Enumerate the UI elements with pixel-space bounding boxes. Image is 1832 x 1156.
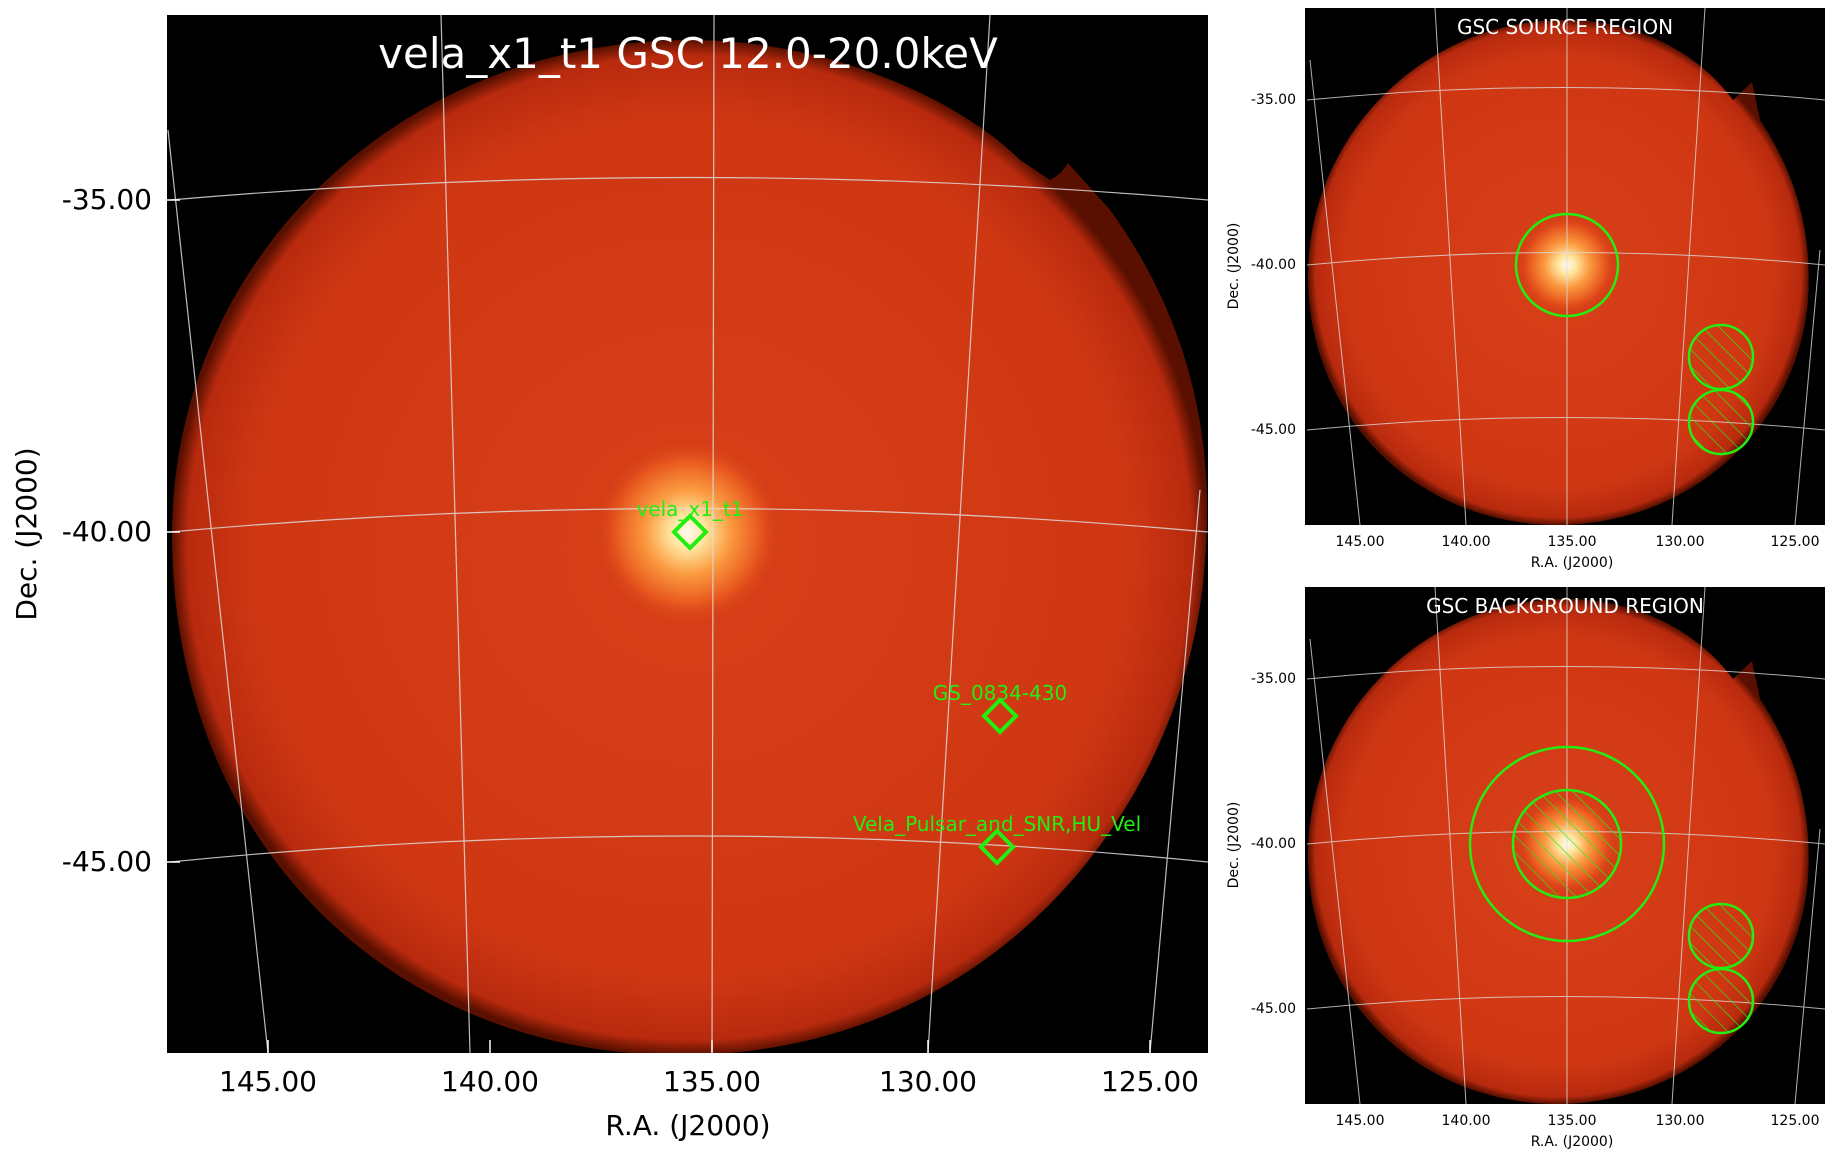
background-y-tick-0: -35.00	[1251, 671, 1296, 687]
excluded-region-2	[1687, 388, 1755, 456]
main-axis-ticks	[167, 199, 1151, 1053]
background-x-tick-labels: 145.00 140.00 135.00 130.00 125.00	[1336, 1113, 1820, 1129]
background-y-tick-1: -40.00	[1251, 836, 1296, 852]
background-sky-image	[1306, 587, 1825, 1104]
background-x-tick-1: 140.00	[1442, 1113, 1491, 1129]
source-panel-title: GSC SOURCE REGION	[1457, 15, 1673, 39]
background-excluded-region-1	[1687, 902, 1755, 970]
marker-vela-pulsar	[978, 828, 1016, 866]
main-grid	[167, 15, 1208, 1053]
main-y-tick-2: -45.00	[62, 845, 152, 878]
source-y-tick-2: -45.00	[1251, 422, 1296, 438]
source-y-axis-label: Dec. (J2000)	[1226, 223, 1242, 310]
excluded-region-1	[1687, 323, 1755, 391]
main-x-axis-label: R.A. (J2000)	[605, 1109, 770, 1142]
background-x-tick-4: 125.00	[1771, 1113, 1820, 1129]
main-sky-image: vela_x1_t1 GS_0834-430 Vela_Pulsar_and_S…	[167, 15, 1208, 1053]
main-x-tick-4: 125.00	[1101, 1065, 1199, 1098]
main-x-tick-3: 130.00	[879, 1065, 977, 1098]
background-x-axis-label: R.A. (J2000)	[1531, 1134, 1614, 1150]
source-x-tick-labels: 145.00 140.00 135.00 130.00 125.00	[1336, 534, 1820, 550]
background-x-tick-2: 135.00	[1548, 1113, 1597, 1129]
source-label-0: vela_x1_t1	[636, 497, 743, 521]
main-panel: vela_x1_t1 GS_0834-430 Vela_Pulsar_and_S…	[10, 15, 1208, 1142]
source-panel: GSC SOURCE REGION 145.00 140.00 135.00 1…	[1226, 8, 1825, 571]
main-y-tick-labels: -35.00 -40.00 -45.00	[62, 183, 152, 878]
main-x-tick-0: 145.00	[219, 1065, 317, 1098]
bright-source-glow	[593, 437, 783, 627]
source-markers	[671, 513, 1019, 866]
main-y-axis-label: Dec. (J2000)	[10, 447, 43, 620]
source-label-2: Vela_Pulsar_and_SNR,HU_Vel	[853, 812, 1141, 836]
background-x-tick-0: 145.00	[1336, 1113, 1385, 1129]
main-x-tick-1: 140.00	[441, 1065, 539, 1098]
source-x-tick-0: 145.00	[1336, 534, 1385, 550]
source-y-tick-0: -35.00	[1251, 92, 1296, 108]
main-y-tick-1: -40.00	[62, 515, 152, 548]
source-region-circle	[1514, 212, 1620, 318]
source-grid	[1306, 8, 1825, 525]
background-annulus-inner	[1511, 788, 1623, 900]
background-y-axis-label: Dec. (J2000)	[1226, 802, 1242, 889]
source-x-tick-1: 140.00	[1442, 534, 1491, 550]
background-x-tick-3: 130.00	[1656, 1113, 1705, 1129]
main-x-tick-labels: 145.00 140.00 135.00 130.00 125.00	[219, 1065, 1199, 1098]
marker-gs-0834	[981, 697, 1019, 735]
background-excluded-region-2	[1687, 967, 1755, 1035]
background-panel: GSC BACKGROUND REGION 145.00 140.00 135.…	[1226, 587, 1825, 1150]
background-y-tick-2: -45.00	[1251, 1001, 1296, 1017]
source-sky-image	[1306, 8, 1825, 525]
source-x-axis-label: R.A. (J2000)	[1531, 555, 1614, 571]
background-panel-title: GSC BACKGROUND REGION	[1426, 594, 1704, 618]
source-x-tick-3: 130.00	[1656, 534, 1705, 550]
source-label-1: GS_0834-430	[933, 681, 1067, 705]
marker-vela-x1	[671, 513, 709, 551]
background-y-tick-labels: -35.00 -40.00 -45.00	[1251, 671, 1296, 1017]
main-x-tick-2: 135.00	[663, 1065, 761, 1098]
background-annulus-outer	[1468, 745, 1666, 943]
source-labels: vela_x1_t1 GS_0834-430 Vela_Pulsar_and_S…	[636, 497, 1141, 836]
main-y-tick-0: -35.00	[62, 183, 152, 216]
main-title: vela_x1_t1 GSC 12.0-20.0keV	[378, 29, 998, 78]
source-y-tick-labels: -35.00 -40.00 -45.00	[1251, 92, 1296, 438]
source-x-tick-4: 125.00	[1771, 534, 1820, 550]
source-x-tick-2: 135.00	[1548, 534, 1597, 550]
source-y-tick-1: -40.00	[1251, 257, 1296, 273]
